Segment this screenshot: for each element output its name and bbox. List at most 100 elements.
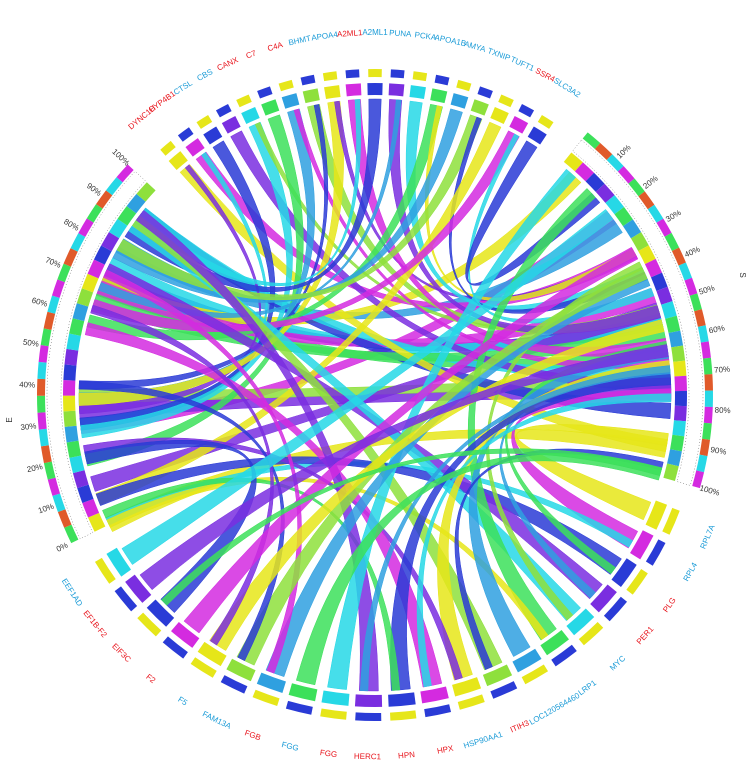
arc-track: [702, 357, 713, 375]
arc-segment: [605, 195, 625, 215]
arc-segment: [63, 380, 76, 396]
node-track: [645, 539, 666, 566]
ribbon: [416, 393, 672, 688]
node-sector: [125, 574, 152, 603]
node-label: SLC3A2: [552, 76, 583, 100]
percent-tick-label: 50%: [698, 283, 716, 296]
node-sector: [221, 116, 241, 134]
arc-track: [43, 461, 56, 480]
node-sector: [540, 629, 570, 656]
arc-track: [57, 263, 71, 283]
node-sector: [321, 690, 350, 706]
percent-tick-label: 40%: [683, 245, 701, 260]
node-track: [94, 557, 116, 584]
node-label: ITIH3: [509, 718, 531, 734]
node-sector: [171, 622, 200, 648]
node-sector: [630, 530, 654, 560]
percent-tick-label: 10%: [615, 143, 633, 161]
arc-track: [684, 277, 698, 296]
arc-segment: [673, 405, 687, 422]
ribbon: [236, 267, 648, 666]
node-track: [424, 704, 452, 718]
node-label: APOA1B: [434, 33, 467, 48]
ribbon: [139, 344, 669, 591]
arc-segment: [622, 219, 642, 239]
percent-tick-label: 30%: [664, 208, 682, 224]
arc-track: [582, 132, 601, 149]
node-sector: [420, 686, 449, 704]
arc-track: [37, 395, 46, 413]
arc-track: [699, 438, 711, 457]
node-track: [196, 114, 213, 129]
arc-segment: [595, 183, 615, 203]
node-label: C7: [245, 48, 258, 60]
arc-segment: [665, 315, 681, 334]
node-track: [390, 69, 405, 79]
ribbon: [84, 440, 257, 614]
arc-segment: [630, 232, 649, 252]
ribbon: [437, 360, 671, 681]
node-label: FGG: [319, 748, 337, 759]
node-track: [215, 104, 232, 118]
rings: [37, 69, 714, 721]
arc-track: [689, 293, 702, 312]
arc-track: [617, 166, 635, 184]
arc-segment: [69, 318, 85, 336]
percent-tick-label: 90%: [710, 445, 727, 456]
arc-segment: [101, 231, 120, 252]
node-sector: [388, 83, 405, 97]
node-track: [368, 69, 382, 78]
node-sector: [512, 648, 542, 673]
node-sector: [590, 584, 617, 613]
node-track: [457, 694, 485, 710]
node-sector: [452, 677, 482, 697]
arc-track: [606, 154, 624, 172]
arc-track: [37, 412, 47, 430]
node-track: [603, 596, 628, 622]
ribbon: [90, 304, 274, 646]
node-label: CBS: [195, 67, 214, 83]
node-sector: [645, 500, 668, 530]
node-label: PCKA: [414, 30, 437, 42]
arc-segment: [673, 360, 687, 377]
node-label: PLG: [661, 596, 678, 614]
node-label: TUFT1: [509, 55, 536, 74]
arc-segment: [672, 420, 686, 437]
arc-track: [40, 445, 52, 464]
arc-track: [57, 509, 72, 528]
node-sector: [146, 599, 175, 627]
node-track: [220, 675, 248, 694]
ribbon: [116, 114, 483, 301]
arc-track: [78, 218, 94, 237]
arc-segment: [66, 333, 81, 351]
node-track: [521, 664, 549, 685]
node-label: RPL7A: [699, 523, 717, 550]
node-sector: [281, 93, 300, 109]
ribbon: [183, 247, 639, 634]
arc-segment: [82, 498, 100, 518]
arc-track: [696, 454, 708, 473]
arc-track: [638, 191, 655, 210]
arc-label: S: [738, 272, 747, 277]
arc-band: [572, 139, 704, 486]
arc-segment: [667, 449, 682, 467]
percent-tick-label: 90%: [85, 181, 103, 198]
percent-tick-label: 80%: [62, 217, 80, 233]
arc-segment: [638, 245, 656, 265]
arc-track: [704, 374, 713, 391]
percent-tick-label: 80%: [714, 406, 730, 416]
arc-track: [692, 470, 705, 489]
arc-segment: [563, 152, 583, 172]
arc-track: [38, 345, 49, 363]
node-track: [300, 74, 316, 86]
node-track: [662, 507, 680, 535]
arc-segment: [650, 272, 668, 291]
ribbon: [467, 133, 655, 324]
node-sector: [388, 692, 416, 707]
node-track: [177, 127, 194, 142]
arc-segment: [574, 162, 595, 182]
node-label: C4A: [266, 40, 284, 53]
ribbon: [78, 100, 344, 406]
arc-segment: [93, 245, 112, 265]
